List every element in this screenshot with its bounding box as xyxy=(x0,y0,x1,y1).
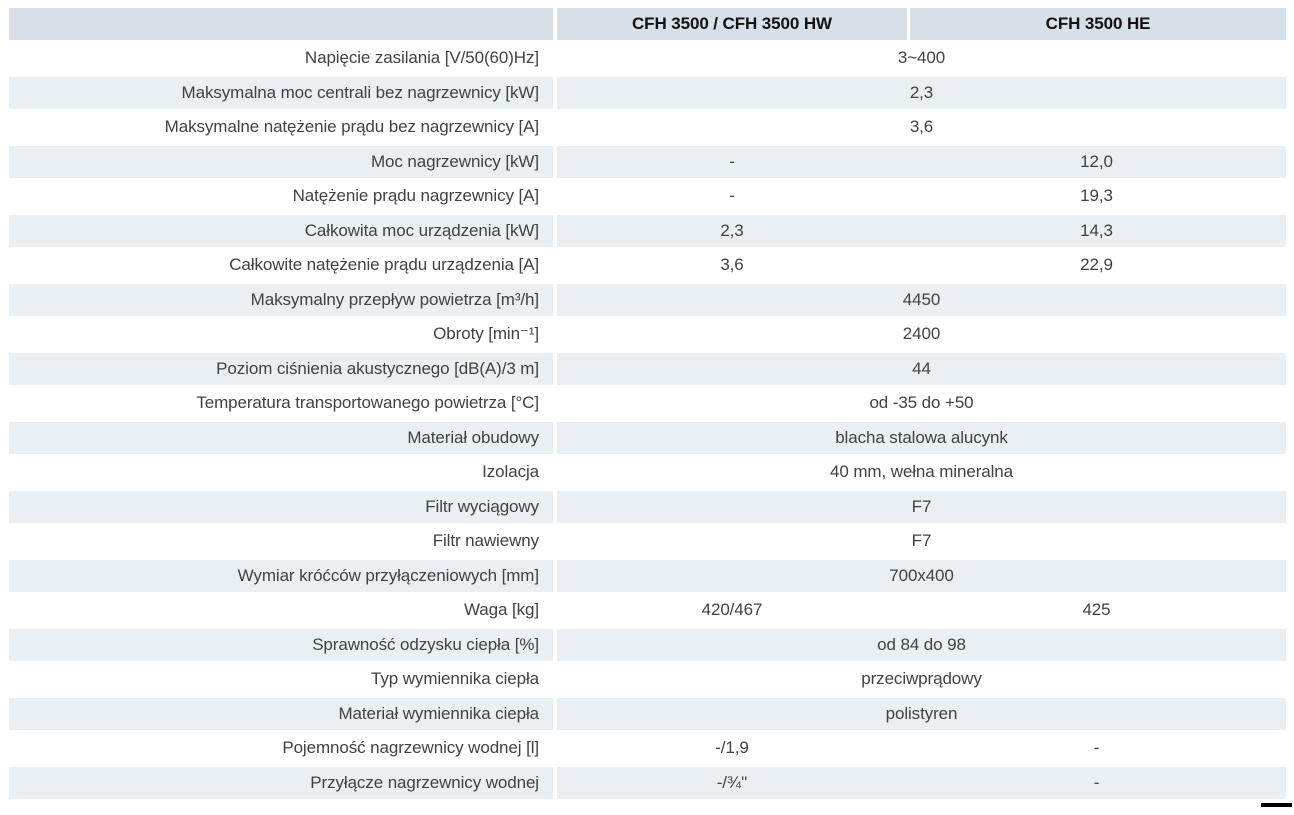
row-value-span: 40 mm, wełna mineralna xyxy=(553,456,1286,488)
header-empty-cell xyxy=(9,8,553,40)
row-value-col1: - xyxy=(553,180,907,212)
table-row: Maksymalne natężenie prądu bez nagrzewni… xyxy=(9,111,1286,143)
row-label: Maksymalne natężenie prądu bez nagrzewni… xyxy=(164,117,539,137)
table-row: Maksymalna moc centrali bez nagrzewnicy … xyxy=(9,77,1286,109)
row-value-col2: 22,9 xyxy=(1080,255,1113,275)
row-value-col2: 19,3 xyxy=(1080,186,1113,206)
table-row: Temperatura transportowanego powietrza [… xyxy=(9,387,1286,419)
table-row: Filtr nawiewny F7 xyxy=(9,525,1286,557)
row-label: Obroty [min⁻¹] xyxy=(433,324,539,344)
row-value-span: 2400 xyxy=(553,318,1286,350)
column-header-cfh3500-hw: CFH 3500 / CFH 3500 HW xyxy=(553,8,907,40)
table-row: Materiał wymiennika ciepła polistyren xyxy=(9,698,1286,730)
row-label: Sprawność odzysku ciepła [%] xyxy=(9,629,553,661)
row-label: Napięcie zasilania [V/50(60)Hz] xyxy=(304,48,539,68)
table-row: Filtr wyciągowy F7 xyxy=(9,491,1286,523)
row-label: Całkowita moc urządzenia [kW] xyxy=(9,215,553,247)
row-label: Typ wymiennika ciepła xyxy=(371,669,539,689)
row-label: Materiał wymiennika ciepła xyxy=(9,698,553,730)
table-row: Wymiar króćców przyłączeniowych [mm] 700… xyxy=(9,560,1286,592)
row-value-col1: -/1,9 xyxy=(553,732,907,764)
table-header-row: CFH 3500 / CFH 3500 HW CFH 3500 HE xyxy=(9,8,1286,40)
table-row: Całkowite natężenie prądu urządzenia [A]… xyxy=(9,249,1286,281)
table-row: Sprawność odzysku ciepła [%] od 84 do 98 xyxy=(9,629,1286,661)
row-value-span: 3~400 xyxy=(553,42,1286,74)
row-label: Całkowite natężenie prądu urządzenia [A] xyxy=(229,255,539,275)
spec-table: CFH 3500 / CFH 3500 HW CFH 3500 HE Napię… xyxy=(9,5,1286,802)
row-value-span: od -35 do +50 xyxy=(553,387,1286,419)
row-label: Temperatura transportowanego powietrza [… xyxy=(196,393,539,413)
row-value-col1: -/¾'' xyxy=(553,767,907,799)
table-row: Pojemność nagrzewnicy wodnej [l] -/1,9 - xyxy=(9,732,1286,764)
row-label: Moc nagrzewnicy [kW] xyxy=(9,146,553,178)
table-row: Natężenie prądu nagrzewnicy [A] - 19,3 xyxy=(9,180,1286,212)
table-row: Przyłącze nagrzewnicy wodnej -/¾'' - xyxy=(9,767,1286,799)
table-row: Waga [kg] 420/467 425 xyxy=(9,594,1286,626)
row-label: Natężenie prądu nagrzewnicy [A] xyxy=(292,186,539,206)
row-value-span: 4450 xyxy=(553,284,1286,316)
table-row: Izolacja 40 mm, wełna mineralna xyxy=(9,456,1286,488)
row-label: Materiał obudowy xyxy=(9,422,553,454)
row-value-span: przeciwprądowy xyxy=(553,663,1286,695)
row-value-span: blacha stalowa alucynk xyxy=(553,422,1286,454)
row-value-col2: - xyxy=(907,767,1286,799)
row-label: Wymiar króćców przyłączeniowych [mm] xyxy=(9,560,553,592)
table-row: Poziom ciśnienia akustycznego [dB(A)/3 m… xyxy=(9,353,1286,385)
row-value-col2: 14,3 xyxy=(907,215,1286,247)
row-value-span: F7 xyxy=(553,491,1286,523)
table-row: Maksymalny przepływ powietrza [m³/h] 445… xyxy=(9,284,1286,316)
row-label: Filtr wyciągowy xyxy=(9,491,553,523)
row-label: Maksymalny przepływ powietrza [m³/h] xyxy=(9,284,553,316)
row-value-col1: - xyxy=(553,146,907,178)
table-row: Typ wymiennika ciepła przeciwprądowy xyxy=(9,663,1286,695)
row-value-col2: 12,0 xyxy=(907,146,1286,178)
row-label: Maksymalna moc centrali bez nagrzewnicy … xyxy=(9,77,553,109)
row-value-col1: 420/467 xyxy=(553,594,907,626)
row-value-span: 3,6 xyxy=(553,111,1286,143)
row-value-span: od 84 do 98 xyxy=(553,629,1286,661)
row-value-col1: 3,6 xyxy=(553,249,907,281)
row-value-span: 700x400 xyxy=(553,560,1286,592)
row-value-span: polistyren xyxy=(553,698,1286,730)
row-value-span: 44 xyxy=(553,353,1286,385)
row-label: Waga [kg] xyxy=(463,600,539,620)
table-row: Materiał obudowy blacha stalowa alucynk xyxy=(9,422,1286,454)
row-value-span: F7 xyxy=(553,525,1286,557)
row-label: Pojemność nagrzewnicy wodnej [l] xyxy=(282,738,539,758)
table-row: Moc nagrzewnicy [kW] - 12,0 xyxy=(9,146,1286,178)
column-header-cfh3500-he: CFH 3500 HE xyxy=(907,8,1286,40)
row-value-col2: - xyxy=(1093,738,1100,758)
table-row: Napięcie zasilania [V/50(60)Hz] 3~400 xyxy=(9,42,1286,74)
footer-rule xyxy=(1261,803,1292,807)
row-label: Przyłącze nagrzewnicy wodnej xyxy=(9,767,553,799)
table-row: Obroty [min⁻¹] 2400 xyxy=(9,318,1286,350)
row-label: Filtr nawiewny xyxy=(432,531,539,551)
row-label: Poziom ciśnienia akustycznego [dB(A)/3 m… xyxy=(9,353,553,385)
row-value-col2: 425 xyxy=(1082,600,1111,620)
table-row: Całkowita moc urządzenia [kW] 2,3 14,3 xyxy=(9,215,1286,247)
row-value-col1: 2,3 xyxy=(553,215,907,247)
row-value-span: 2,3 xyxy=(553,77,1286,109)
row-label: Izolacja xyxy=(482,462,539,482)
